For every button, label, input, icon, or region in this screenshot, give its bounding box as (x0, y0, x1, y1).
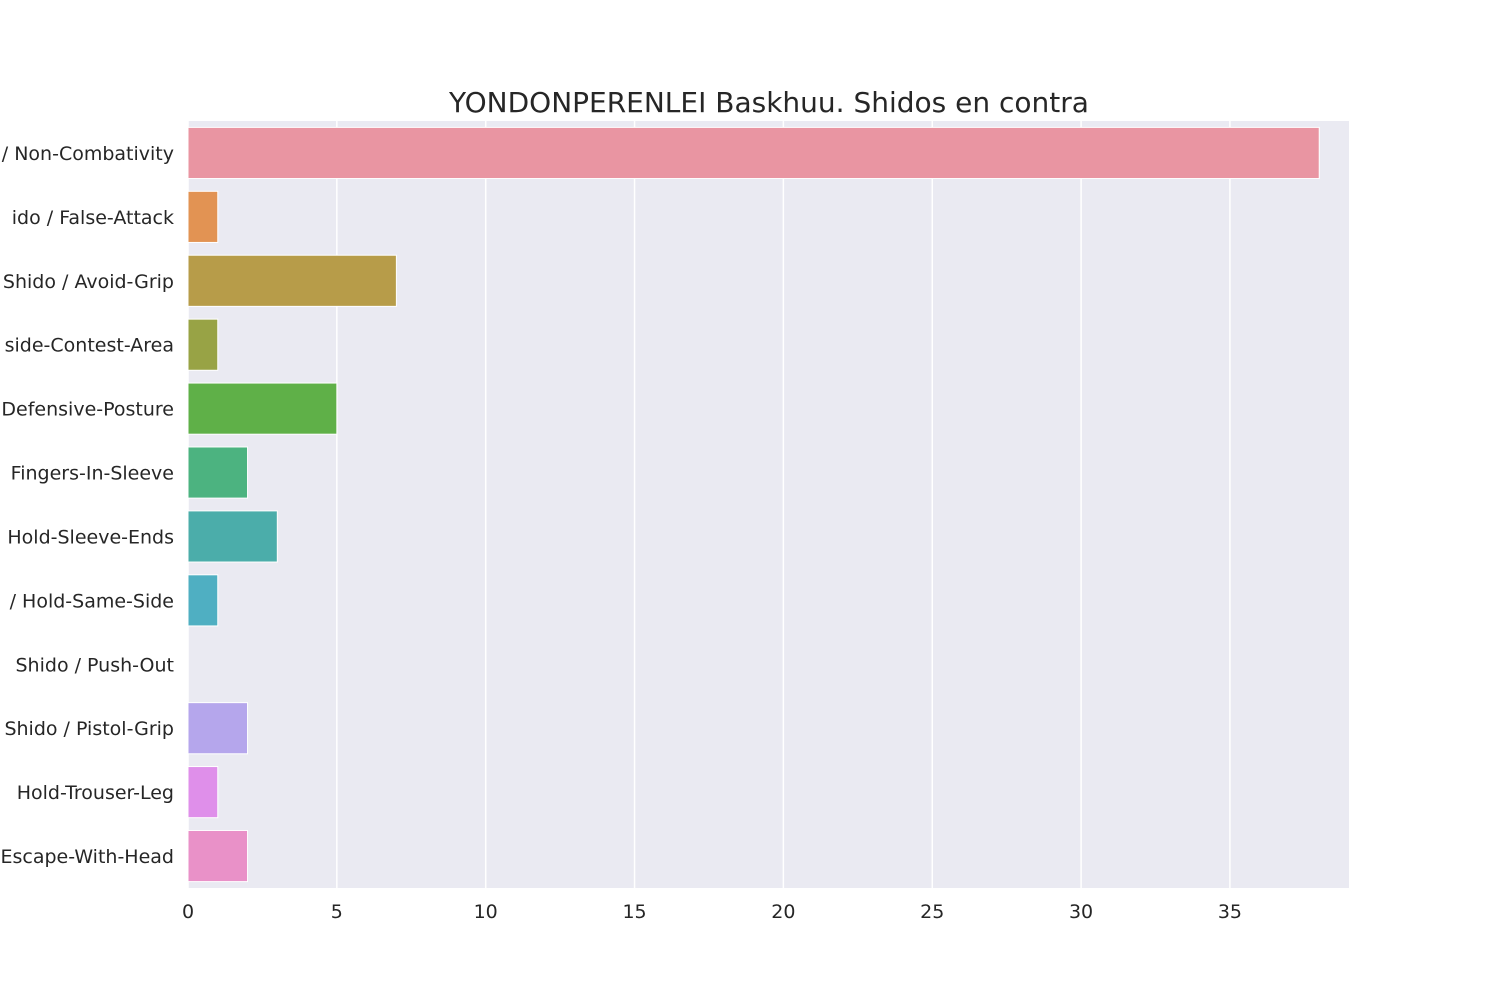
x-tick-label: 20 (771, 901, 795, 923)
x-tick-label: 15 (622, 901, 646, 923)
bar (187, 318, 219, 371)
y-tick-label: Hold-Trouser-Leg (17, 782, 174, 804)
y-tick-label: / Non-Combativity (2, 143, 174, 165)
bars (187, 126, 1320, 883)
y-tick-label: ido / False-Attack (12, 207, 174, 229)
x-tick-label: 25 (920, 901, 944, 923)
y-tick-label: Shido / Pistol-Grip (4, 718, 174, 740)
x-tick-labels: 0 5 10 15 20 25 30 35 (182, 901, 1242, 923)
bar (187, 574, 219, 627)
chart-title: YONDONPERENLEI Baskhuu. Shidos en contra (448, 86, 1089, 119)
y-tick-label: Escape-With-Head (0, 846, 174, 868)
bar (187, 254, 397, 307)
bar (187, 190, 219, 243)
y-tick-label: side-Contest-Area (5, 335, 174, 357)
x-tick-label: 0 (182, 901, 194, 923)
y-tick-label: Defensive-Posture (1, 399, 174, 421)
y-tick-label: Hold-Sleeve-Ends (7, 526, 174, 548)
bar (187, 766, 219, 819)
bar (187, 702, 249, 755)
bar (187, 126, 1320, 180)
grid-lines (187, 121, 1231, 888)
bar (187, 446, 249, 499)
y-tick-labels: / Non-Combativity ido / False-Attack Shido… (0, 143, 174, 868)
x-tick-label: 5 (331, 901, 343, 923)
bar (187, 382, 338, 435)
x-tick-label: 30 (1069, 901, 1093, 923)
bar (187, 829, 249, 883)
x-tick-label: 10 (474, 901, 498, 923)
x-tick-label: 35 (1218, 901, 1242, 923)
plot-background (188, 121, 1349, 888)
y-tick-label: Shido / Avoid-Grip (3, 271, 174, 293)
y-tick-label: / Hold-Same-Side (10, 590, 174, 612)
y-tick-label: Fingers-In-Sleeve (11, 463, 174, 485)
bar (187, 510, 278, 563)
y-tick-label: Shido / Push-Out (16, 654, 175, 676)
